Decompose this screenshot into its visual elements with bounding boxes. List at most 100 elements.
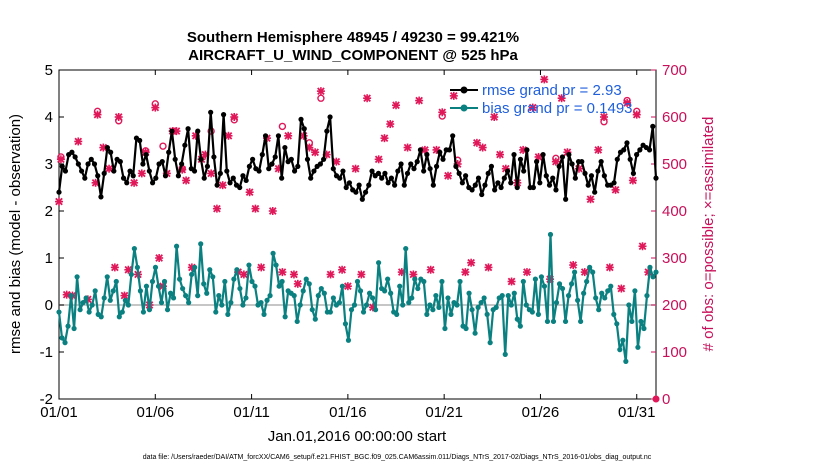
x-tick-label: 01/11 [233, 404, 269, 421]
rmse-point [634, 152, 640, 158]
obs-assimilated-marker [311, 148, 320, 157]
rmse-point [256, 168, 262, 174]
obs-assimilated-marker [218, 181, 227, 190]
obs-possible-marker [93, 107, 102, 116]
rmse-point [395, 168, 401, 174]
bias-point [134, 264, 140, 270]
bias-point [149, 278, 156, 285]
rmse-point [459, 180, 465, 186]
bias-point [77, 307, 83, 313]
rmse-point [495, 180, 501, 186]
bias-point [110, 288, 116, 294]
obs-assimilated-marker [55, 197, 63, 206]
bias-point [294, 318, 300, 325]
y-axis-label-left: rmse and bias (model - observation) [7, 114, 24, 354]
rmse-point [149, 180, 156, 186]
bias-point [653, 269, 659, 275]
rmse-point [427, 166, 433, 172]
obs-assimilated-marker [403, 143, 412, 152]
rmse-point [127, 168, 133, 174]
bias-point [173, 243, 180, 249]
bias-point [213, 309, 219, 315]
bias-point [584, 278, 590, 285]
bias-point [611, 311, 617, 317]
bias-point [424, 311, 430, 317]
obs-assimilated-marker [343, 282, 352, 291]
bias-point [339, 283, 346, 289]
x-tick-label: 01/16 [329, 404, 367, 421]
bias-point [448, 311, 454, 317]
bias-point [201, 281, 207, 287]
obs-assimilated-marker [74, 137, 83, 146]
rmse-point [369, 168, 375, 174]
bias-point [104, 274, 110, 280]
bias-point [596, 307, 602, 313]
y-tick-label-left: 1 [45, 250, 53, 267]
rmse-point [553, 187, 559, 193]
bias-point [228, 300, 234, 306]
obs-assimilated-marker [507, 277, 516, 286]
bias-point [590, 269, 596, 275]
rmse-point [227, 180, 233, 186]
chart-title-line1: Southern Hemisphere 48945 / 49230 = 99.4… [187, 29, 519, 46]
rmse-point [146, 168, 152, 174]
rmse-point [546, 182, 553, 188]
bias-point [143, 283, 150, 289]
rmse-point [321, 156, 327, 162]
bias-point [65, 323, 71, 329]
bias-point [252, 283, 258, 289]
rmse-point [153, 175, 159, 181]
obs-assimilated-marker [268, 207, 277, 215]
rmse-point [450, 133, 456, 139]
bias-point [186, 300, 192, 306]
rmse-point [627, 156, 633, 162]
bias-point [312, 316, 318, 322]
obs-assimilated-marker [484, 263, 493, 272]
obs-assimilated-marker [628, 176, 637, 185]
y-tick-label-left: 2 [45, 203, 53, 220]
rmse-point [217, 170, 223, 176]
bias-point [457, 278, 463, 285]
obs-possible-marker [57, 153, 65, 161]
bias-point [80, 300, 86, 306]
bias-point [523, 302, 529, 308]
rmse-point [240, 173, 246, 179]
obs-possible-marker [230, 116, 238, 124]
obs-assimilated-marker [351, 164, 360, 173]
rmse-point [298, 116, 304, 122]
bias-point [514, 316, 520, 322]
bias-point [116, 314, 122, 320]
rmse-point [614, 156, 620, 162]
bias-point [170, 295, 177, 301]
bias-point [146, 307, 153, 313]
rmse-point [463, 173, 469, 179]
rmse-point [598, 159, 604, 165]
obs-assimilated-marker [426, 265, 435, 274]
bias-point [472, 330, 478, 336]
y-tick-label-left: -1 [40, 344, 53, 361]
obs-assimilated-marker [478, 143, 487, 152]
obs-assimilated-marker [293, 279, 302, 288]
bias-point [68, 293, 74, 299]
bias-point [297, 302, 303, 308]
obs-assimilated-marker [467, 258, 476, 267]
rmse-point [266, 166, 272, 172]
rmse-point [508, 180, 514, 186]
rmse-point [224, 168, 230, 174]
obs-possible-marker [552, 154, 560, 163]
bias-point [397, 283, 403, 289]
bias-point [593, 295, 599, 301]
x-axis-label: Jan.01,2016 00:00:00 start [268, 428, 447, 445]
bias-point [385, 276, 391, 282]
rmse-point [324, 128, 330, 134]
rmse-point [366, 182, 372, 188]
y-tick-label-right: 400 [662, 203, 687, 220]
bias-series [56, 231, 659, 364]
legend-rmse-label: rmse grand pr = 2.93 [482, 82, 622, 99]
y-tick-label-right: 200 [662, 297, 687, 314]
bias-point [59, 335, 65, 341]
bias-point [550, 318, 557, 325]
rmse-point [492, 187, 498, 193]
rmse-point [353, 189, 359, 195]
bias-point [623, 358, 629, 364]
